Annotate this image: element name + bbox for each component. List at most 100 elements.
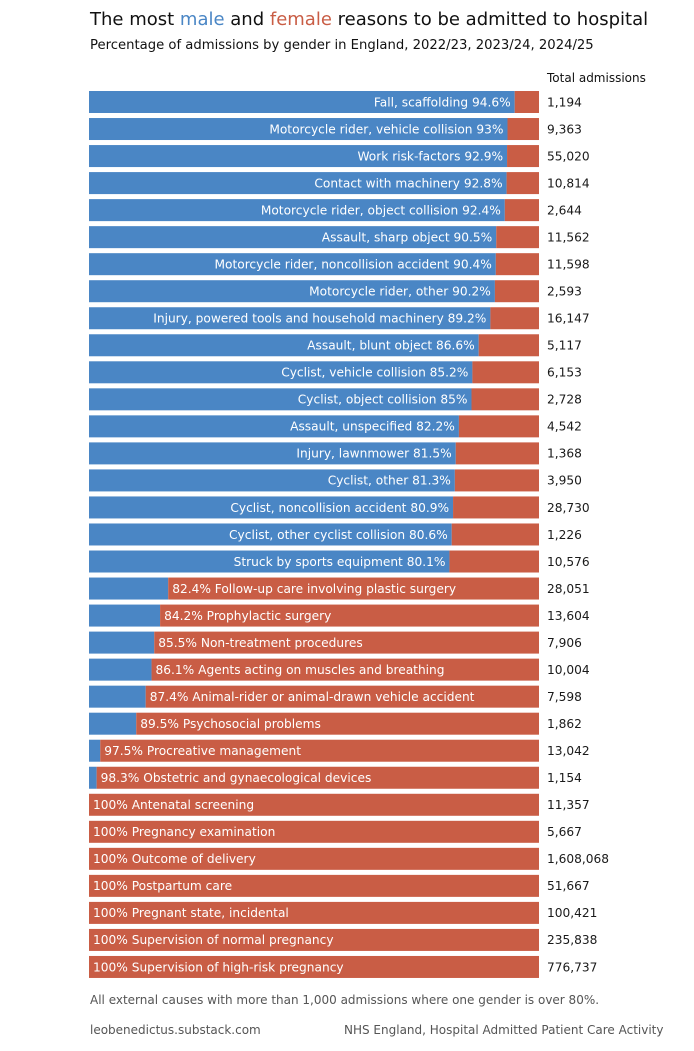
title-female-word: female — [269, 9, 332, 30]
total-admissions-value: 235,838 — [547, 933, 597, 947]
female-bar-segment — [89, 928, 539, 951]
female-bar-segment — [471, 388, 539, 411]
bar-label: Cyclist, vehicle collision 85.2% — [281, 366, 468, 380]
bar-label: Assault, sharp object 90.5% — [322, 230, 492, 244]
total-admissions-value: 6,153 — [547, 366, 582, 380]
totals-column-header: Total admissions — [547, 71, 646, 85]
bar-label: Assault, unspecified 82.2% — [290, 420, 455, 434]
bar-label: Work risk-factors 92.9% — [357, 149, 503, 163]
female-bar-segment — [89, 901, 539, 924]
male-bar-segment — [89, 388, 472, 411]
male-bar-segment — [89, 118, 508, 141]
total-admissions-value: 28,051 — [547, 582, 590, 596]
chart-subtitle: Percentage of admissions by gender in En… — [90, 38, 594, 53]
female-bar-segment — [495, 253, 539, 276]
total-admissions-value: 28,730 — [547, 501, 590, 515]
male-bar-segment — [89, 253, 496, 276]
chart-note: All external causes with more than 1,000… — [90, 993, 600, 1007]
bar-label: Motorcycle rider, noncollision accident … — [214, 257, 491, 271]
total-admissions-value: 10,814 — [547, 176, 590, 190]
male-bar-segment — [89, 334, 479, 357]
female-bar-segment — [136, 712, 539, 735]
female-bar-segment — [490, 307, 539, 330]
total-admissions-value: 7,906 — [547, 636, 582, 650]
total-admissions-value: 100,421 — [547, 906, 597, 920]
total-admissions-value: 11,598 — [547, 257, 590, 271]
bar-label: 100% Supervision of normal pregnancy — [93, 933, 334, 947]
male-bar-segment — [89, 469, 455, 492]
total-admissions-value: 11,562 — [547, 230, 590, 244]
bar-label: Motorcycle rider, other 90.2% — [309, 285, 491, 299]
bar-label: Struck by sports equipment 80.1% — [234, 555, 446, 569]
bar-label: 98.3% Obstetric and gynaecological devic… — [101, 771, 372, 785]
total-admissions-value: 1,368 — [547, 447, 582, 461]
total-admissions-value: 16,147 — [547, 312, 590, 326]
male-bar-segment — [89, 739, 101, 762]
bar-label: 100% Pregnant state, incidental — [93, 906, 289, 920]
total-admissions-value: 13,042 — [547, 744, 590, 758]
female-bar-segment — [168, 577, 539, 600]
female-bar-segment — [472, 361, 539, 384]
bar-label: 100% Antenatal screening — [93, 798, 254, 812]
title-male-word: male — [179, 9, 225, 30]
male-bar-segment — [89, 712, 137, 735]
total-admissions-value: 5,667 — [547, 825, 582, 839]
male-bar-segment — [89, 361, 473, 384]
female-bar-segment — [494, 280, 539, 303]
bar-label: 86.1% Agents acting on muscles and breat… — [156, 663, 445, 677]
female-bar-segment — [89, 820, 539, 843]
female-bar-segment — [160, 604, 539, 627]
female-bar-segment — [453, 496, 539, 519]
female-bar-segment — [496, 226, 539, 249]
male-bar-segment — [89, 523, 452, 546]
bar-label: Cyclist, object collision 85% — [298, 393, 468, 407]
female-bar-segment — [504, 199, 539, 222]
female-bar-segment — [89, 874, 539, 897]
female-bar-segment — [151, 658, 540, 681]
bar-label: 84.2% Prophylactic surgery — [164, 609, 331, 623]
bar-label: Cyclist, other cyclist collision 80.6% — [229, 528, 448, 542]
male-bar-segment — [89, 442, 456, 465]
bar-label: Injury, powered tools and household mach… — [153, 312, 486, 326]
bar-label: 87.4% Animal-rider or animal-drawn vehic… — [150, 690, 475, 704]
total-admissions-value: 1,194 — [547, 95, 582, 109]
male-bar-segment — [89, 658, 152, 681]
male-bar-segment — [89, 604, 161, 627]
male-bar-segment — [89, 550, 450, 573]
total-admissions-value: 3,950 — [547, 474, 582, 488]
female-bar-segment — [89, 793, 539, 816]
total-admissions-value: 1,226 — [547, 528, 582, 542]
male-bar-segment — [89, 226, 497, 249]
female-bar-segment — [458, 415, 539, 438]
footer-data-source: NHS England, Hospital Admitted Patient C… — [344, 1023, 664, 1037]
total-admissions-value: 51,667 — [547, 879, 590, 893]
male-bar-segment — [89, 199, 505, 222]
total-admissions-value: 10,004 — [547, 663, 590, 677]
footer-source-site: leobenedictus.substack.com — [90, 1023, 261, 1037]
bar-label: Assault, blunt object 86.6% — [307, 339, 475, 353]
bar-label: Fall, scaffolding 94.6% — [374, 95, 511, 109]
bar-label: 100% Postpartum care — [93, 879, 232, 893]
female-bar-segment — [89, 955, 539, 978]
total-admissions-value: 776,737 — [547, 960, 597, 974]
male-bar-segment — [89, 577, 169, 600]
female-bar-segment — [455, 442, 539, 465]
female-bar-segment — [154, 631, 539, 654]
total-admissions-value: 2,593 — [547, 285, 582, 299]
female-bar-segment — [507, 118, 539, 141]
total-admissions-value: 10,576 — [547, 555, 590, 569]
male-bar-segment — [89, 766, 97, 789]
bar-label: 97.5% Procreative management — [104, 744, 301, 758]
total-admissions-value: 13,604 — [547, 609, 590, 623]
female-bar-segment — [514, 91, 539, 113]
total-admissions-value: 5,117 — [547, 339, 582, 353]
female-bar-segment — [449, 550, 539, 573]
bar-label: Cyclist, other 81.3% — [328, 474, 451, 488]
female-bar-segment — [506, 172, 539, 195]
male-bar-segment — [89, 415, 459, 438]
total-admissions-value: 1,608,068 — [547, 852, 609, 866]
male-bar-segment — [89, 91, 515, 113]
bar-label: Contact with machinery 92.8% — [314, 176, 502, 190]
bar-label: Motorcycle rider, vehicle collision 93% — [269, 122, 503, 136]
bar-label: 82.4% Follow-up care involving plastic s… — [172, 582, 456, 596]
